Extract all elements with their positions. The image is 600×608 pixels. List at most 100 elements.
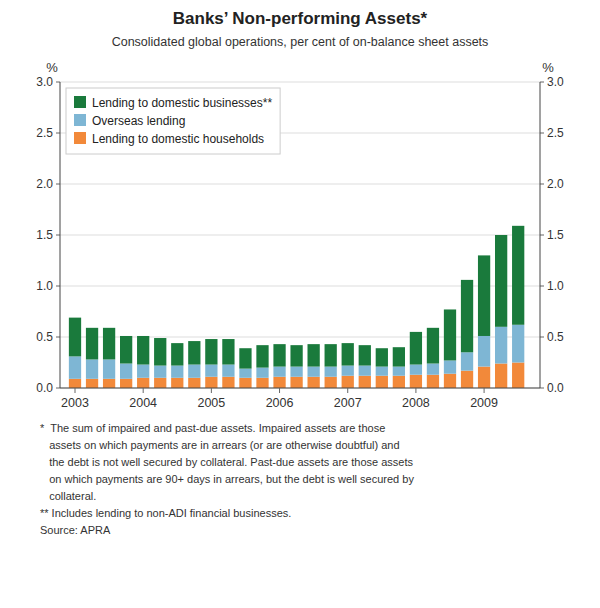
y2-tick	[540, 337, 544, 338]
bar-segment	[461, 352, 473, 370]
bar-segment	[512, 325, 524, 363]
bar-segment	[495, 327, 507, 364]
bar-segment	[325, 377, 337, 388]
bar-segment	[512, 226, 524, 325]
bar-segment	[86, 359, 98, 378]
bar-segment	[512, 363, 524, 389]
x-tick-label: 2006	[266, 396, 294, 410]
x-tick-label: 2009	[470, 396, 498, 410]
y-tick-label: 3.0	[36, 75, 53, 89]
x-tick	[279, 388, 280, 393]
bar-segment	[188, 365, 200, 378]
y2-tick	[540, 286, 544, 287]
x-tick-label: 2008	[402, 396, 430, 410]
bar-segment	[376, 367, 388, 376]
bar-segment	[188, 341, 200, 364]
x-tick	[211, 388, 212, 393]
y2-tick-label: 0.0	[547, 381, 564, 395]
bar-segment	[308, 367, 320, 377]
bar-segment	[410, 332, 422, 365]
bar-segment	[171, 378, 183, 388]
grid-line	[60, 82, 540, 83]
y2-tick	[540, 133, 544, 134]
y-tick-label: 1.5	[36, 228, 53, 242]
bar-segment	[342, 376, 354, 388]
bar-segment	[478, 336, 490, 367]
y-tick	[56, 133, 60, 134]
footnotes: * The sum of impaired and past-due asset…	[40, 422, 414, 536]
y-tick	[56, 82, 60, 83]
bar-segment	[137, 365, 149, 378]
y2-axis-line	[540, 82, 541, 388]
legend: Lending to domestic businesses**Overseas…	[66, 88, 280, 154]
bar-segment	[256, 368, 268, 378]
bar-segment	[393, 347, 405, 366]
title: Banks’ Non-performing Assets*	[173, 9, 428, 28]
bar-segment	[427, 375, 439, 388]
bar-segment	[273, 367, 285, 377]
bar-segment	[69, 356, 81, 378]
x-tick-label: 2005	[197, 396, 225, 410]
x-tick	[75, 388, 76, 393]
bar-segment	[410, 365, 422, 375]
y2-tick-label: 1.5	[547, 228, 564, 242]
y2-tick-label: 3.0	[547, 75, 564, 89]
legend-entry: Lending to domestic businesses**	[92, 96, 272, 110]
bar-segment	[342, 343, 354, 365]
bar-segment	[69, 318, 81, 357]
x-tick-label: 2003	[61, 396, 89, 410]
x-tick	[347, 388, 348, 393]
chart: Banks’ Non-performing Assets* Consolidate…	[0, 0, 600, 608]
legend-box	[66, 88, 280, 154]
x-tick	[484, 388, 485, 393]
bar-segment	[359, 345, 371, 365]
bar-segment	[205, 377, 217, 388]
footnote: on which payments are 90+ days in arrear…	[40, 473, 414, 485]
footnote: * The sum of impaired and past-due asset…	[40, 422, 385, 434]
bar-segment	[103, 379, 115, 388]
bar-segment	[290, 367, 302, 377]
bar-segment	[256, 345, 268, 367]
bar-segment	[273, 377, 285, 388]
bar-segment	[478, 367, 490, 388]
bar-segment	[154, 338, 166, 366]
y-tick-label: 0.5	[36, 330, 53, 344]
bar-segment	[290, 345, 302, 366]
y2-tick	[540, 82, 544, 83]
y-axis-label: %	[46, 60, 58, 75]
bar-segment	[342, 366, 354, 376]
bar-segment	[325, 344, 337, 366]
legend-swatch	[74, 132, 86, 144]
bar-segment	[188, 378, 200, 388]
bar-segment	[427, 328, 439, 364]
bar-segment	[103, 359, 115, 378]
bar-segment	[273, 344, 285, 366]
x-axis-line	[60, 388, 540, 389]
bar-segment	[461, 280, 473, 352]
bar-segment	[171, 366, 183, 378]
bar-segment	[359, 366, 371, 376]
y2-tick	[540, 184, 544, 185]
bar-segment	[444, 309, 456, 360]
bar-segment	[205, 339, 217, 365]
bars	[69, 226, 524, 388]
bar-segment	[495, 235, 507, 327]
x-tick-label: 2007	[334, 396, 362, 410]
footnote: assets on which payments are in arrears …	[40, 439, 400, 451]
bar-segment	[120, 364, 132, 379]
bar-segment	[171, 343, 183, 365]
y2-tick	[540, 388, 544, 389]
footnote: collateral.	[40, 490, 96, 502]
bar-segment	[478, 255, 490, 336]
bar-segment	[69, 379, 81, 388]
subtitle: Consolidated global operations, per cent…	[112, 35, 489, 49]
legend-swatch	[74, 114, 86, 126]
y-tick	[56, 286, 60, 287]
y2-axis-label: %	[542, 60, 554, 75]
footnote: the debt is not well secured by collater…	[40, 456, 413, 468]
bar-segment	[256, 378, 268, 388]
y2-tick-label: 2.0	[547, 177, 564, 191]
bar-segment	[239, 348, 251, 368]
bar-segment	[86, 328, 98, 360]
y2-tick-label: 2.5	[547, 126, 564, 140]
